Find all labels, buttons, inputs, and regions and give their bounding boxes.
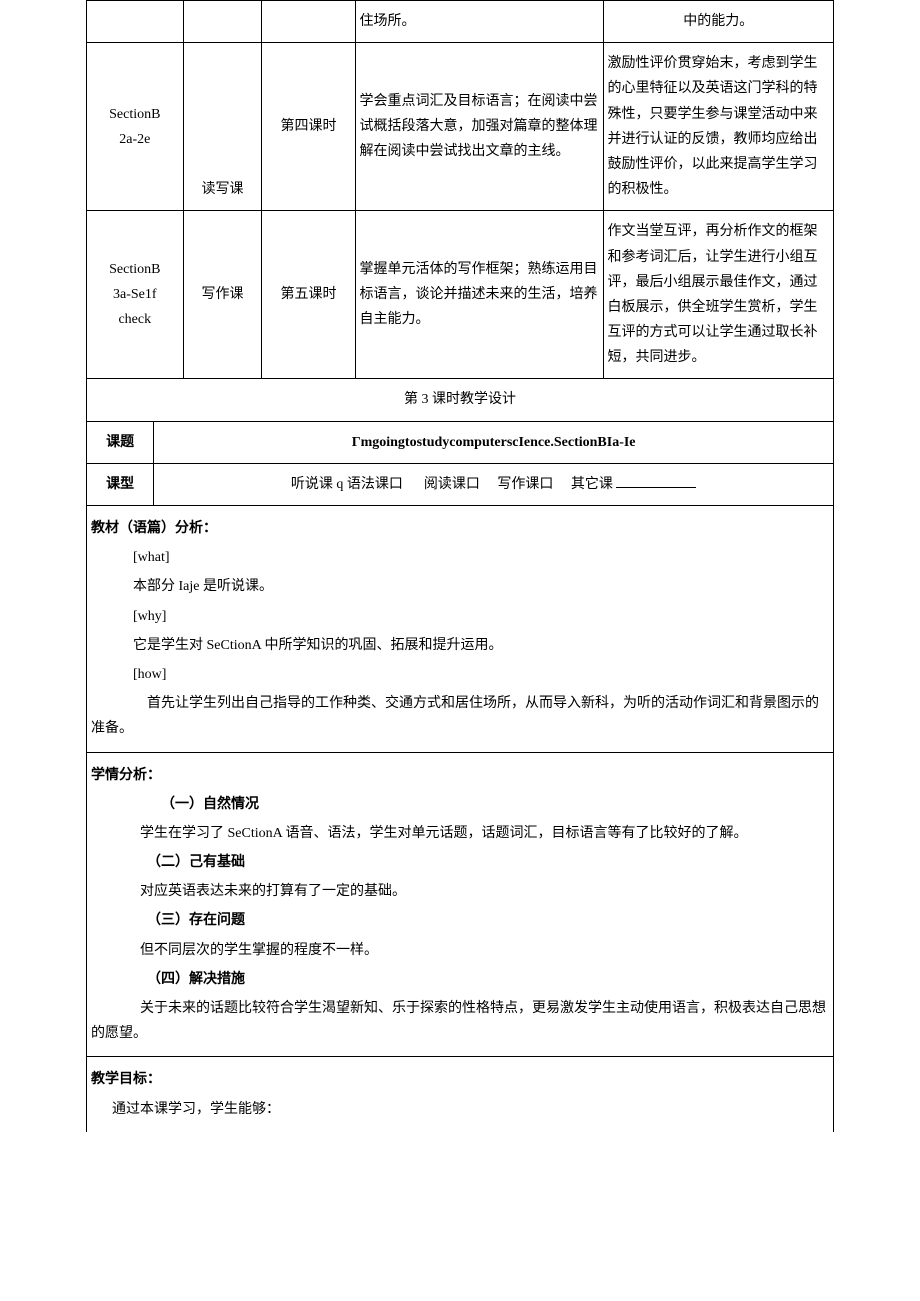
lesson-goal: 学会重点词汇及目标语言；在阅读中尝试概括段落大意，加强对篇章的整体理解在阅读中尝… xyxy=(355,43,603,211)
design-title-row: 第 3 课时教学设计 xyxy=(87,379,834,421)
learner-s3t: （三）存在问题 xyxy=(91,908,829,933)
lesson-eval: 激励性评价贯穿始末，考虑到学生的心里特征以及英语这门学科的特殊性，只要学生参与课… xyxy=(603,43,833,211)
how-body: 首先让学生列出自己指导的工作种类、交通方式和居住场所，从而导入新科，为听的活动作… xyxy=(91,691,829,741)
design-title: 第 3 课时教学设计 xyxy=(87,379,834,421)
lesson-eval: 作文当堂互评，再分析作文的框架和参考词汇后，让学生进行小组互评，最后小组展示最佳… xyxy=(603,211,833,379)
cell: 中的能力。 xyxy=(603,1,833,43)
learner-analysis: 学情分析： （一）自然情况 学生在学习了 SeCtionA 语音、语法，学生对单… xyxy=(87,752,834,1057)
learner-title: 学情分析： xyxy=(91,763,829,788)
learner-s2b: 对应英语表达未来的打算有了一定的基础。 xyxy=(91,879,829,904)
how-label: [how] xyxy=(91,662,829,687)
cell xyxy=(262,1,355,43)
topic-value: ΓmgoingtostudycomputerscIence.SectionBIa… xyxy=(154,421,834,463)
goals-row: 教学目标： 通过本课学习，学生能够： xyxy=(87,1057,834,1132)
material-title: 教材（语篇）分析： xyxy=(91,516,829,541)
what-label: [what] xyxy=(91,545,829,570)
blank-line xyxy=(616,473,696,488)
table-row: 住场所。 中的能力。 xyxy=(87,1,834,43)
material-analysis: 教材（语篇）分析： [what] 本部分 Iaje 是听说课。 [why] 它是… xyxy=(87,506,834,753)
table-row: SectionB 3a-Se1f check 写作课 第五课时 掌握单元活体的写… xyxy=(87,211,834,379)
why-label: [why] xyxy=(91,604,829,629)
learner-analysis-row: 学情分析： （一）自然情况 学生在学习了 SeCtionA 语音、语法，学生对单… xyxy=(87,752,834,1057)
learner-s2t: （二）己有基础 xyxy=(91,850,829,875)
type-label: 课型 xyxy=(87,463,154,505)
table-row: SectionB 2a-2e 读写课 第四课时 学会重点词汇及目标语言；在阅读中… xyxy=(87,43,834,211)
type-option: 听说课 q 语法课口 xyxy=(291,477,403,492)
learner-s4b: 关于未来的话题比较符合学生渴望新知、乐于探索的性格特点，更易激发学生主动使用语言… xyxy=(91,996,829,1046)
design-table: 第 3 课时教学设计 课题 ΓmgoingtostudycomputerscIe… xyxy=(86,379,834,1131)
why-body: 它是学生对 SeCtionA 中所学知识的巩固、拓展和提升运用。 xyxy=(91,633,829,658)
topic-label: 课题 xyxy=(87,421,154,463)
material-analysis-row: 教材（语篇）分析： [what] 本部分 Iaje 是听说课。 [why] 它是… xyxy=(87,506,834,753)
lesson-period: 第五课时 xyxy=(262,211,355,379)
type-option: 写作课口 xyxy=(497,477,553,492)
goals-body: 通过本课学习，学生能够： xyxy=(91,1097,829,1122)
lesson-type: 写作课 xyxy=(183,211,262,379)
section-name: SectionB 2a-2e xyxy=(87,43,184,211)
cell xyxy=(87,1,184,43)
type-option: 阅读课口 xyxy=(424,477,480,492)
schedule-table: 住场所。 中的能力。 SectionB 2a-2e 读写课 第四课时 学会重点词… xyxy=(86,0,834,379)
lesson-type: 读写课 xyxy=(183,43,262,211)
type-row: 课型 听说课 q 语法课口 阅读课口 写作课口 其它课 xyxy=(87,463,834,505)
cell xyxy=(183,1,262,43)
goals-title: 教学目标： xyxy=(91,1067,829,1092)
lesson-period: 第四课时 xyxy=(262,43,355,211)
goals-cell: 教学目标： 通过本课学习，学生能够： xyxy=(87,1057,834,1132)
learner-s3b: 但不同层次的学生掌握的程度不一样。 xyxy=(91,938,829,963)
learner-s1t: （一）自然情况 xyxy=(91,792,829,817)
learner-s4t: （四）解决措施 xyxy=(91,967,829,992)
cell: 住场所。 xyxy=(355,1,603,43)
section-name: SectionB 3a-Se1f check xyxy=(87,211,184,379)
what-body: 本部分 Iaje 是听说课。 xyxy=(91,574,829,599)
topic-row: 课题 ΓmgoingtostudycomputerscIence.Section… xyxy=(87,421,834,463)
type-option: 其它课 xyxy=(571,477,613,492)
learner-s1b: 学生在学习了 SeCtionA 语音、语法，学生对单元话题，话题词汇，目标语言等… xyxy=(91,821,829,846)
lesson-goal: 掌握单元活体的写作框架；熟练运用目标语言，谈论并描述未来的生活，培养自主能力。 xyxy=(355,211,603,379)
type-options: 听说课 q 语法课口 阅读课口 写作课口 其它课 xyxy=(154,463,834,505)
